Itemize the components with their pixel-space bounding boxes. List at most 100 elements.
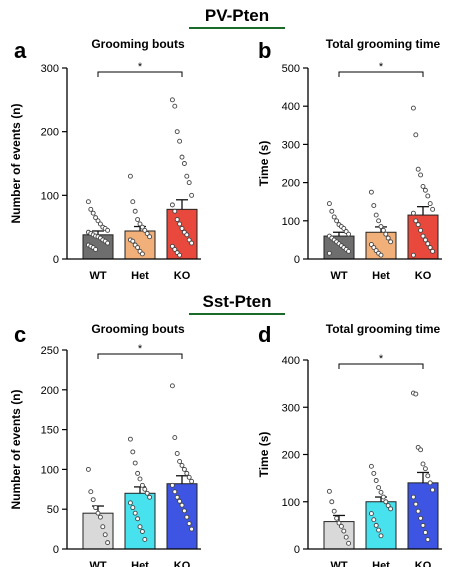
x-tick-label: WT	[330, 270, 347, 282]
data-point	[378, 224, 384, 229]
bar-wt	[323, 235, 355, 260]
data-point	[427, 201, 433, 207]
data-point	[329, 499, 335, 505]
data-point	[420, 461, 426, 467]
data-point	[336, 520, 342, 526]
data-point	[147, 494, 153, 500]
data-point	[130, 199, 136, 205]
data-point	[388, 506, 394, 512]
data-point	[132, 208, 138, 214]
data-point	[139, 251, 145, 257]
data-point	[184, 173, 190, 179]
data-point	[172, 435, 178, 441]
data-point	[90, 210, 96, 216]
data-point	[137, 524, 143, 530]
data-point	[174, 217, 180, 222]
data-point	[373, 212, 379, 218]
data-point	[88, 489, 94, 495]
data-point	[326, 488, 332, 494]
data-point	[97, 514, 103, 520]
significance-marker: *	[138, 61, 143, 73]
y-tick-label: 400	[282, 101, 300, 113]
data-point	[142, 536, 148, 542]
y-tick-label: 0	[53, 544, 59, 556]
data-point	[418, 227, 424, 233]
data-point	[186, 180, 192, 186]
data-point	[413, 391, 419, 397]
data-point	[184, 470, 190, 476]
data-point	[427, 245, 433, 250]
data-point	[189, 240, 195, 246]
data-point	[135, 245, 141, 250]
chart-title: Grooming bouts	[91, 322, 185, 336]
data-point	[371, 245, 377, 250]
data-point	[430, 487, 436, 493]
x-tick-label: Het	[372, 270, 390, 282]
y-tick-label: 300	[41, 63, 59, 75]
data-point	[422, 466, 428, 472]
y-axis-label: Time (s)	[257, 141, 271, 187]
data-point	[373, 478, 379, 483]
data-point	[132, 460, 138, 466]
data-point	[105, 227, 111, 233]
data-point	[331, 214, 337, 220]
data-point	[90, 497, 96, 503]
y-tick-label: 200	[282, 178, 300, 190]
data-point	[410, 210, 416, 216]
data-point	[341, 225, 347, 231]
data-point	[177, 138, 183, 144]
data-point	[418, 172, 424, 178]
data-point	[139, 224, 145, 230]
data-point	[181, 508, 187, 514]
data-point	[97, 221, 103, 227]
data-point	[334, 218, 340, 224]
data-point	[422, 237, 428, 243]
data-point	[380, 494, 386, 500]
panel-letter: a	[14, 38, 27, 63]
y-axis-label: Time (s)	[257, 432, 271, 478]
data-point	[376, 527, 382, 533]
data-point	[373, 522, 379, 528]
data-point	[172, 208, 178, 214]
data-point	[368, 189, 374, 195]
data-point	[388, 239, 394, 245]
data-point	[174, 451, 180, 456]
data-point	[425, 193, 431, 199]
data-point	[130, 238, 136, 244]
y-tick-label: 200	[41, 127, 59, 139]
chart-title: Total grooming time	[326, 37, 441, 51]
data-point	[420, 233, 426, 239]
data-point	[420, 183, 426, 189]
data-point	[144, 490, 150, 496]
data-point	[105, 240, 111, 246]
data-point	[179, 225, 185, 231]
data-point	[95, 510, 101, 516]
x-tick-label: WT	[89, 270, 106, 282]
data-point	[425, 241, 431, 247]
data-point	[95, 218, 101, 224]
chart-title: Total grooming time	[326, 322, 441, 336]
data-point	[422, 187, 428, 193]
data-point	[169, 243, 175, 249]
significance-marker: *	[379, 353, 384, 365]
y-axis-label: Number of events (n)	[9, 103, 23, 223]
data-point	[181, 466, 187, 472]
data-point	[169, 202, 175, 208]
section-header-sst-pten: Sst-Pten	[189, 292, 285, 315]
significance-marker: *	[138, 343, 143, 355]
y-tick-label: 100	[282, 497, 300, 509]
significance-marker: *	[379, 61, 384, 73]
data-point	[127, 173, 133, 179]
y-tick-label: 250	[41, 345, 59, 357]
data-point	[85, 466, 91, 472]
data-point	[177, 252, 183, 258]
data-point	[371, 517, 377, 523]
data-point	[186, 237, 192, 243]
y-tick-label: 0	[294, 254, 300, 266]
y-tick-label: 0	[53, 254, 59, 266]
data-point	[385, 503, 391, 508]
data-point	[85, 199, 91, 205]
data-point	[135, 516, 141, 522]
data-point	[383, 231, 389, 237]
data-point	[380, 227, 386, 233]
